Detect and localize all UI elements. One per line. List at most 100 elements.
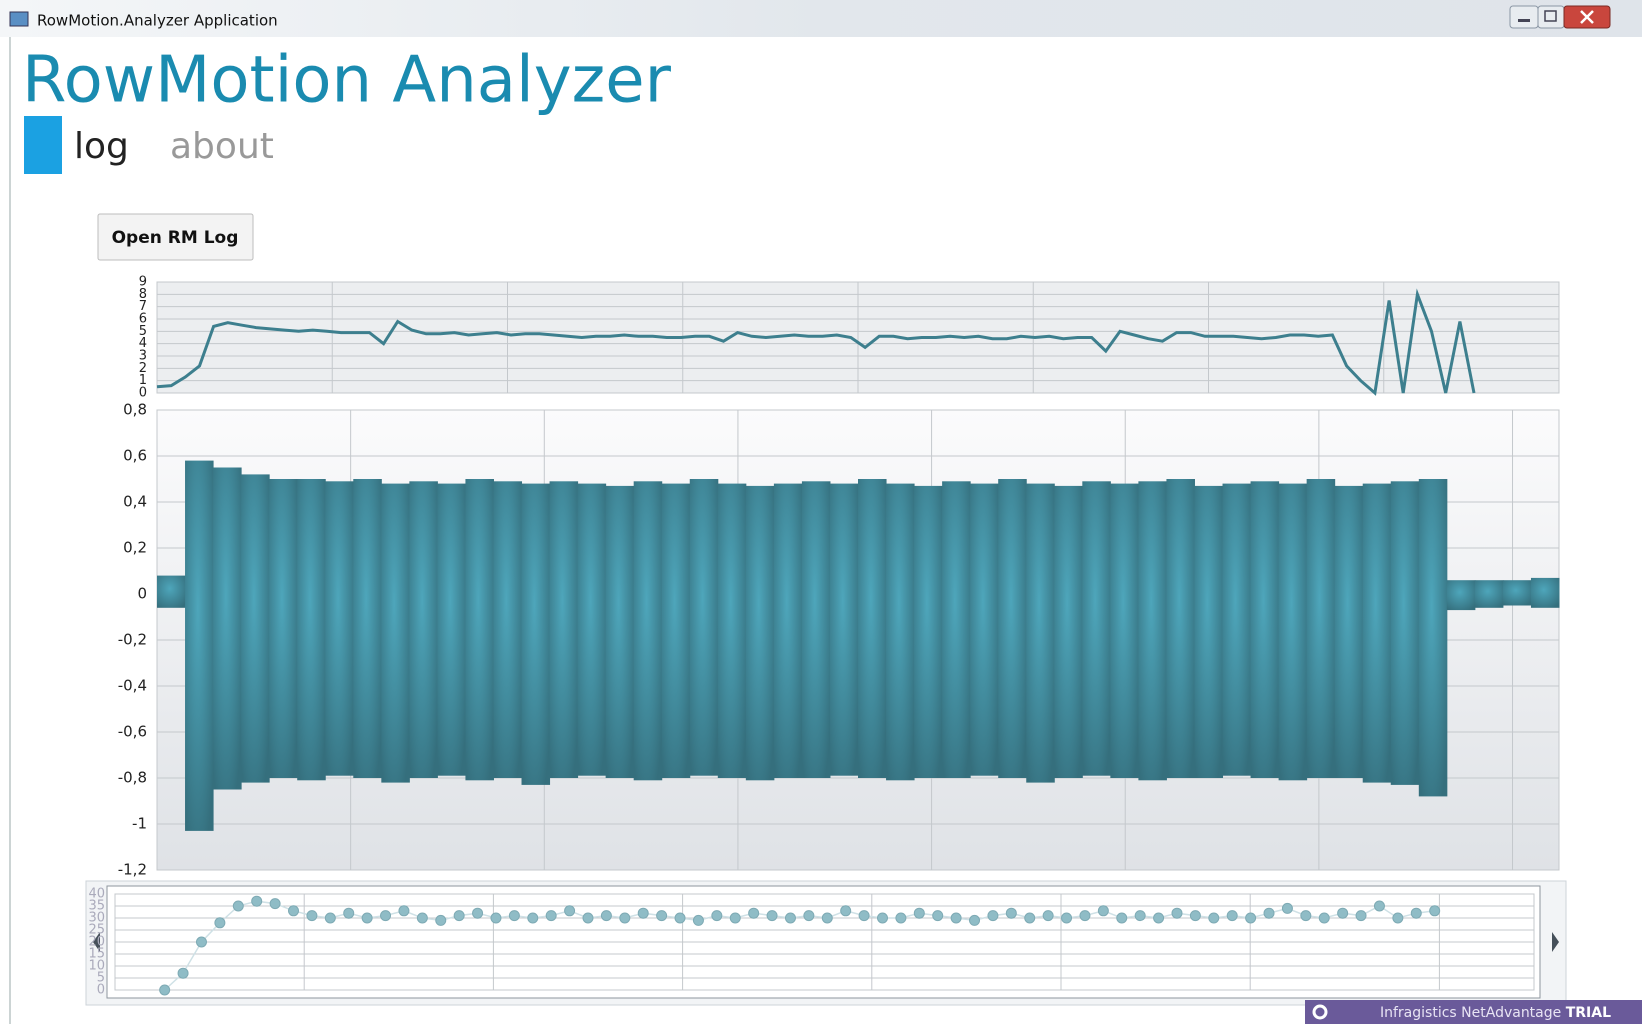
signal-range — [1110, 483, 1139, 778]
signal-range — [157, 575, 186, 608]
data-point — [692, 914, 704, 926]
data-point — [637, 907, 649, 919]
signal-range — [717, 483, 747, 778]
signal-range — [1138, 481, 1167, 781]
signal-range — [661, 483, 691, 778]
data-point — [1208, 912, 1220, 924]
signal-range — [577, 483, 607, 776]
y-tick-label: -0,6 — [118, 723, 147, 741]
y-tick-label: 3 — [139, 349, 147, 364]
navigator-right[interactable] — [1552, 932, 1559, 952]
y-tick-label: 1 — [139, 373, 147, 388]
y-tick-label: 30 — [88, 911, 105, 926]
signal-range — [1222, 483, 1252, 776]
data-point — [324, 912, 336, 924]
signal-range — [914, 485, 943, 778]
tab-log[interactable]: log — [74, 126, 129, 167]
y-tick-label: 25 — [88, 923, 105, 938]
trial-text-strong: TRIAL — [1566, 1005, 1611, 1021]
y-tick-label: 0 — [139, 386, 147, 401]
signal-range — [1474, 580, 1504, 608]
chart: 0,8 0,6 0,4 0,2 0 -0,2 -0,4 -0,6 -0,8 -1 -1,2 — [118, 401, 1560, 879]
data-point — [987, 910, 999, 922]
data-point — [1281, 902, 1293, 914]
data-point — [656, 910, 668, 922]
navigator-left[interactable] — [93, 932, 100, 952]
signal-range — [1306, 479, 1336, 778]
y-tick-label: 0,6 — [123, 447, 147, 465]
signal-range — [493, 481, 523, 778]
data-point — [1263, 907, 1275, 919]
connector-line — [164, 900, 1435, 991]
data-point — [398, 905, 410, 917]
signal-range — [1362, 483, 1392, 783]
y-tick-label: 7 — [139, 299, 147, 314]
data-point — [950, 912, 962, 924]
y-tick-label: 10 — [88, 959, 105, 974]
restore-button[interactable] — [1537, 5, 1565, 29]
y-tick-label: 0,8 — [123, 401, 147, 419]
signal-range — [829, 483, 859, 776]
trial-icon — [1312, 1004, 1328, 1020]
signal-range — [1166, 479, 1195, 778]
data-point — [1061, 912, 1073, 924]
y-tick-label: 35 — [88, 899, 105, 914]
data-point — [343, 907, 355, 919]
signal-range — [1054, 485, 1083, 778]
data-point — [1024, 912, 1036, 924]
signal-range — [1194, 485, 1224, 778]
data-point — [306, 910, 318, 922]
data-point — [600, 910, 612, 922]
signal-range — [858, 479, 887, 778]
data-point — [803, 910, 815, 922]
data-point — [416, 912, 428, 924]
data-point — [177, 967, 189, 979]
tab-about[interactable]: about — [170, 126, 274, 167]
data-point — [1245, 912, 1257, 924]
y-tick-label: 6 — [139, 312, 147, 327]
y-tick-label: -1,2 — [118, 861, 147, 879]
y-tick-label: 0 — [137, 585, 147, 603]
data-point — [840, 905, 852, 917]
signal-range — [521, 483, 551, 785]
signal-range — [1530, 577, 1560, 608]
data-point — [1116, 912, 1128, 924]
data-point — [1005, 907, 1017, 919]
data-point — [1429, 905, 1441, 917]
data-point — [251, 895, 263, 907]
window-controls — [1509, 5, 1611, 29]
signal-range — [1446, 580, 1476, 611]
signal-range — [605, 485, 635, 778]
data-point — [969, 914, 981, 926]
minimize-button[interactable] — [1509, 5, 1539, 29]
y-tick-label: 0 — [97, 983, 105, 998]
signal-range — [353, 479, 382, 778]
tab-indicator — [24, 116, 62, 174]
signal-range — [886, 483, 915, 781]
signal-range — [381, 483, 410, 783]
signal-range — [998, 479, 1027, 778]
data-point — [619, 912, 631, 924]
data-point — [748, 907, 760, 919]
data-point — [1042, 910, 1054, 922]
y-tick-label: 5 — [139, 324, 147, 339]
signal-range — [942, 481, 971, 778]
data-point — [269, 898, 281, 910]
app-icon — [9, 11, 29, 27]
data-point — [1300, 910, 1312, 922]
data-point — [472, 907, 484, 919]
data-point — [858, 910, 870, 922]
data-point — [453, 910, 465, 922]
y-tick-label: 15 — [88, 947, 105, 962]
data-point — [214, 917, 226, 929]
data-point — [876, 912, 888, 924]
signal-range — [1082, 481, 1111, 776]
signal-range — [745, 485, 775, 781]
open-log-button[interactable] — [97, 213, 254, 261]
data-point — [1373, 900, 1385, 912]
data-point — [1153, 912, 1165, 924]
data-point — [711, 910, 723, 922]
data-point — [435, 914, 447, 926]
